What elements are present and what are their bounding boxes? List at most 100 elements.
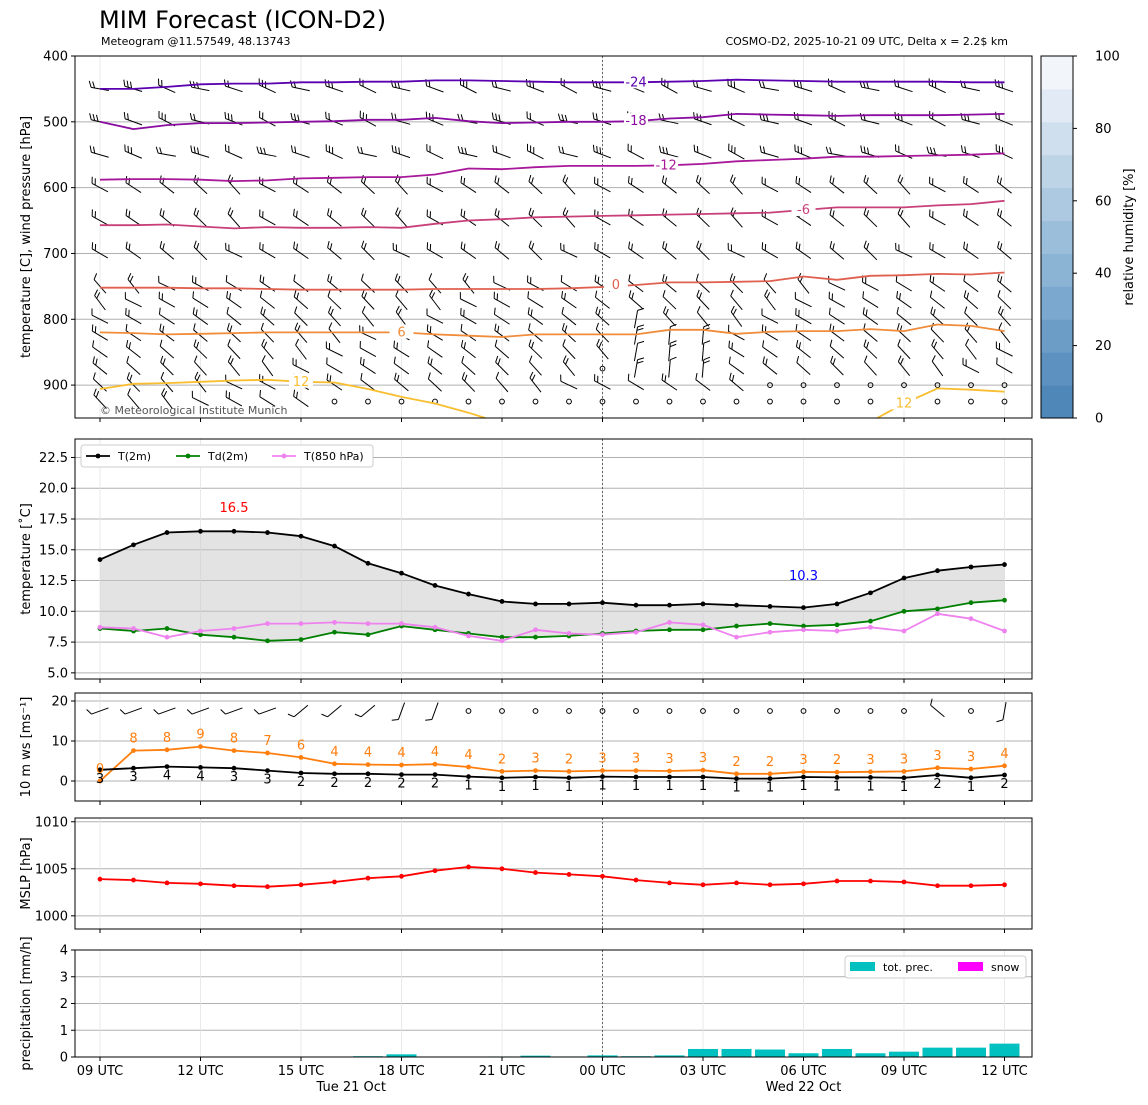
wind-barb: [795, 176, 812, 193]
wind-barb-feather: [730, 80, 732, 87]
wind-barb-feather: [227, 355, 232, 362]
wind-barb: [493, 291, 511, 308]
wind-barb-feather: [761, 176, 763, 184]
calm-wind-marker: [834, 398, 840, 405]
wind-barb-feather: [999, 210, 1003, 218]
wind-barb-feather: [189, 80, 193, 88]
wind-barb-feather: [728, 324, 730, 332]
mean-wind-value-label: 3: [230, 770, 238, 785]
data-point: [667, 602, 672, 608]
wind-barb: [158, 291, 176, 308]
mean-wind-value-label: 1: [665, 779, 673, 794]
wind-barb-feather: [495, 355, 499, 363]
wind-barb-shaft: [930, 704, 945, 718]
wind-barb-shaft: [996, 363, 1013, 374]
wind-barb-shaft: [628, 380, 644, 391]
data-point: [265, 768, 270, 773]
wind-barb: [695, 372, 711, 391]
wind-barb: [357, 146, 377, 158]
wind-barb-feather: [637, 340, 645, 344]
data-point: [365, 762, 371, 767]
wind-barb-feather: [695, 174, 699, 182]
wind-barb-feather: [703, 340, 711, 344]
wind-barb-feather: [695, 273, 699, 281]
wind-barb-feather: [963, 274, 966, 282]
wind-barb-feather: [463, 243, 466, 251]
wind-barb: [225, 275, 242, 292]
wind-barb: [426, 242, 444, 259]
data-point: [600, 774, 605, 779]
wind-barb-feather: [897, 339, 901, 346]
series-line: [99, 745, 1005, 782]
wind-barb: [393, 340, 410, 358]
data-point: [700, 882, 706, 888]
data-point: [365, 632, 371, 638]
wind-barb: [194, 371, 207, 393]
wind-barb-feather: [227, 113, 230, 120]
data-point: [466, 864, 471, 870]
wind-barb-shaft: [428, 279, 442, 294]
wind-barb-shaft: [460, 298, 477, 308]
wind-barb-feather: [527, 275, 529, 283]
wind-barb: [258, 78, 276, 94]
y-tick-label: 10: [51, 735, 68, 750]
wind-barb: [663, 306, 676, 327]
wind-barb-feather: [896, 290, 899, 298]
gust-value-label: 3: [531, 752, 539, 767]
wind-barb-feather: [594, 242, 596, 249]
wind-barb-feather: [794, 292, 796, 299]
wind-barb: [930, 306, 945, 326]
wind-barb-feather: [896, 306, 899, 314]
data-point: [265, 750, 270, 756]
wind-barb-feather: [463, 309, 465, 317]
wind-barb: [190, 145, 210, 158]
precipitation-bar: [956, 1047, 986, 1057]
wind-barb-feather: [226, 306, 229, 314]
y-tick-label: 5.0: [47, 666, 68, 681]
wind-barb: [896, 323, 911, 343]
wind-barb-feather: [998, 322, 1003, 329]
calm-wind-marker: [934, 382, 941, 388]
mean-wind-value-label: 1: [699, 779, 707, 794]
wind-barb: [529, 355, 542, 376]
wind-barb-feather: [430, 358, 433, 366]
wind-barb-shaft: [528, 329, 543, 342]
wind-barb-feather: [696, 240, 700, 248]
wind-barb-feather: [996, 357, 998, 365]
wind-barb-feather: [460, 308, 462, 315]
wind-barb-feather: [597, 276, 600, 284]
wind-barb-feather: [393, 356, 396, 364]
data-point: [767, 882, 773, 888]
wind-barb-feather: [630, 177, 633, 185]
wind-barb-feather: [664, 177, 667, 185]
wind-barb: [494, 241, 510, 260]
wind-barb-feather: [186, 709, 193, 715]
wind-barb-feather: [495, 113, 498, 121]
wind-barb-shaft: [897, 345, 911, 360]
wind-barb-feather: [329, 210, 333, 218]
wind-barb-feather: [965, 359, 967, 367]
wind-barb-feather: [461, 146, 464, 154]
wind-barb-feather: [831, 293, 833, 301]
wind-barb: [260, 306, 275, 326]
data-point: [466, 774, 471, 779]
wind-barb: [92, 340, 108, 358]
wind-barb: [328, 322, 341, 344]
wind-barb-feather: [796, 356, 800, 363]
wind-barb-feather: [193, 207, 197, 215]
wind-barb-feather: [463, 177, 466, 185]
wind-barb: [730, 174, 743, 195]
wind-barb-feather: [526, 111, 528, 119]
wind-barb-feather: [192, 307, 195, 315]
wind-barb: [828, 111, 846, 127]
gust-value-label: 2: [766, 755, 774, 770]
wind-barb-feather: [159, 208, 162, 215]
wind-barb-shaft: [326, 363, 343, 374]
isotherm-label-bg: [603, 277, 628, 292]
data-point: [1002, 882, 1007, 888]
wind-barb-feather: [637, 357, 645, 361]
wind-barb-feather: [730, 244, 733, 252]
wind-barb-feather: [829, 323, 832, 331]
wind-barb-feather: [494, 323, 497, 331]
wind-barb-feather: [225, 275, 228, 282]
